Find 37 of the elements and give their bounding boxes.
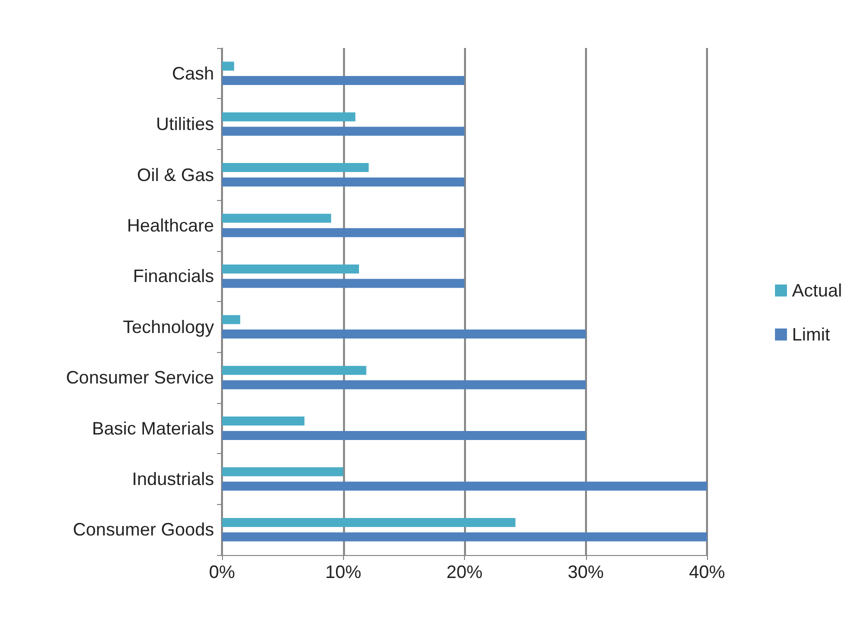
bar bbox=[222, 315, 240, 324]
bar bbox=[222, 330, 586, 339]
legend-label: Actual bbox=[792, 280, 842, 300]
y-tick-label: Consumer Goods bbox=[72, 520, 214, 540]
bar bbox=[222, 416, 304, 426]
bar bbox=[222, 264, 360, 274]
x-tick-label: 0% bbox=[208, 562, 236, 582]
y-tick-label: Consumer Service bbox=[66, 368, 214, 388]
legend-label: Limit bbox=[792, 324, 830, 344]
x-tick-label: 20% bbox=[446, 562, 483, 582]
bar bbox=[222, 214, 332, 223]
x-tick-label: 10% bbox=[325, 562, 362, 582]
bar bbox=[222, 76, 464, 86]
x-tick-label: 40% bbox=[688, 562, 726, 582]
x-tick-label: 30% bbox=[568, 562, 604, 582]
y-tick-label: Utilities bbox=[156, 114, 214, 134]
y-tick-label: Technology bbox=[122, 316, 214, 337]
y-tick-label: Industrials bbox=[132, 468, 214, 489]
y-tick-label: Basic Materials bbox=[92, 418, 214, 438]
bar bbox=[222, 482, 707, 491]
bar bbox=[222, 126, 464, 136]
bar bbox=[222, 366, 366, 375]
bar bbox=[222, 532, 707, 542]
y-tick-label: Financials bbox=[132, 266, 214, 286]
bar bbox=[222, 380, 586, 390]
bar bbox=[222, 228, 464, 238]
bar bbox=[222, 518, 516, 527]
bar bbox=[222, 177, 464, 186]
bar bbox=[222, 430, 586, 440]
y-tick-label: Cash bbox=[172, 63, 214, 84]
bar bbox=[222, 278, 464, 288]
bar bbox=[222, 112, 356, 122]
bar bbox=[222, 467, 344, 476]
bar bbox=[222, 62, 234, 71]
y-tick-label: Healthcare bbox=[126, 215, 214, 236]
bar bbox=[222, 163, 369, 172]
y-tick-label: Oil & Gas bbox=[136, 164, 214, 185]
